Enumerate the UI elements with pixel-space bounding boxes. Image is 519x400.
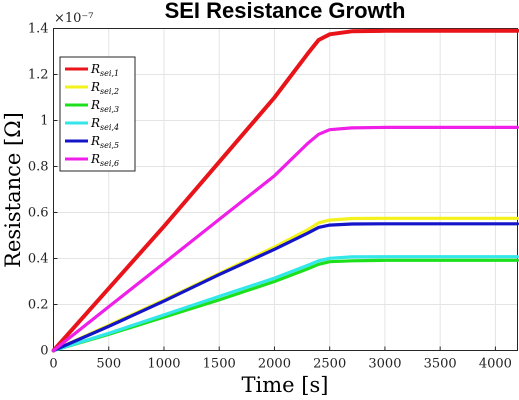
series-line-5 <box>51 222 519 353</box>
x-tick-label: 2000 <box>258 357 291 372</box>
y-tick-label: 1.4 <box>28 22 49 37</box>
plot-frame <box>53 28 518 351</box>
legend-label-main: R <box>90 62 100 76</box>
y-tick-label: 0.4 <box>28 252 49 267</box>
legend-label-subscript: sei,2 <box>100 87 119 96</box>
x-tick-label: 4000 <box>479 357 512 372</box>
series-line-1 <box>51 28 519 353</box>
x-tick-label: 3500 <box>424 357 457 372</box>
x-tick-label: 1000 <box>147 357 180 372</box>
legend-box <box>59 56 136 172</box>
legend-label-3: Rsei,3 <box>90 98 119 114</box>
x-tick-label: 3000 <box>368 357 401 372</box>
legend-label-main: R <box>90 152 100 166</box>
legend-label-main: R <box>90 80 100 94</box>
legend-label-5: Rsei,5 <box>90 134 119 150</box>
x-tick-label: 0 <box>49 357 57 372</box>
y-tick-label: 0.6 <box>28 206 49 221</box>
y-axis-label: Resistance [Ω] <box>1 112 25 268</box>
series-line-3 <box>51 258 519 353</box>
series-line-6 <box>51 125 519 353</box>
legend-label-6: Rsei,6 <box>90 152 119 168</box>
y-tick-label: 1.2 <box>28 68 49 83</box>
axis-ticks: 0 500 1000 1500 2000 2500 3000 3500 4000 0 0.2 0.4 0… <box>28 22 512 372</box>
x-tick-label: 1500 <box>203 357 236 372</box>
x-tick-label: 2500 <box>313 357 346 372</box>
legend-label-subscript: sei,4 <box>100 123 119 132</box>
legend-label-main: R <box>90 134 100 148</box>
y-tick-label: 0 <box>40 344 48 359</box>
legend-label-4: Rsei,4 <box>90 116 119 132</box>
legend-label-1: Rsei,1 <box>90 62 119 78</box>
series-lines <box>51 28 519 353</box>
legend-label-subscript: sei,5 <box>100 141 119 150</box>
y-exponent-label: ×10⁻⁷ <box>54 11 94 26</box>
legend-label-subscript: sei,6 <box>100 159 119 168</box>
series-line-4 <box>51 255 519 353</box>
legend-label-subscript: sei,3 <box>100 105 119 114</box>
legend-label-main: R <box>90 98 100 112</box>
y-tick-label: 0.2 <box>28 298 49 313</box>
legend-label-main: R <box>90 116 100 130</box>
y-tick-label: 0.8 <box>28 160 49 175</box>
legend-label-subscript: sei,1 <box>100 69 119 78</box>
legend-label-2: Rsei,2 <box>90 80 119 96</box>
x-axis-label: Time [s] <box>242 373 329 397</box>
x-tick-label: 500 <box>96 357 121 372</box>
y-tick-label: 1 <box>40 114 48 129</box>
chart-title: SEI Resistance Growth <box>165 0 406 23</box>
